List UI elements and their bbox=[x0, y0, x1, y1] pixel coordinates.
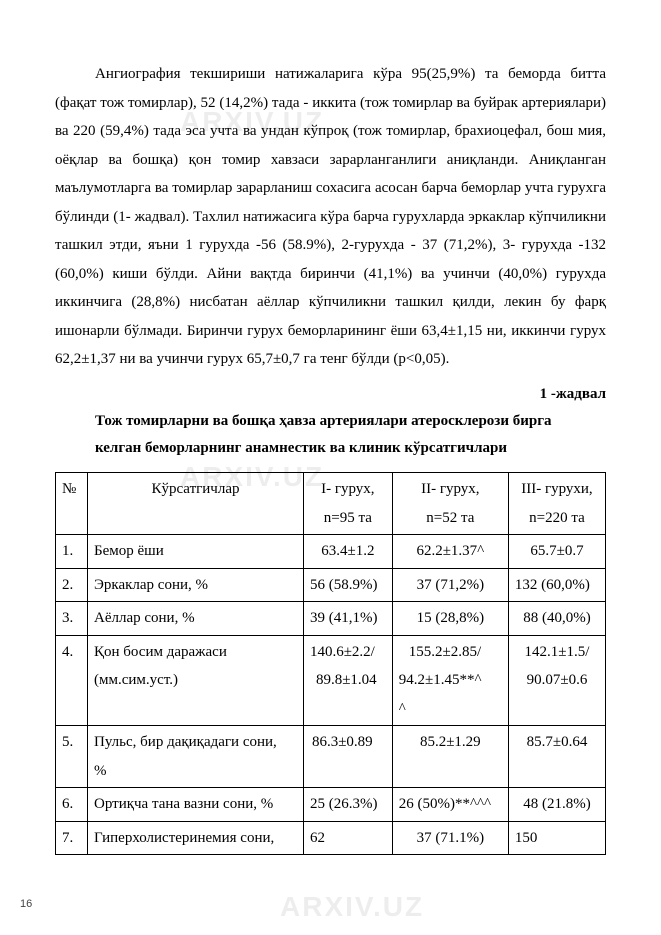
table-row: 2. Эркаклар сони, % 56 (58.9%) 37 (71,2%… bbox=[56, 568, 606, 602]
table-row: 4. Қон босим даражаси (мм.сим.уст.) 140.… bbox=[56, 635, 606, 726]
c3-l1: 142.1±1.5/ bbox=[525, 644, 590, 660]
g1-l1: I- гурух, bbox=[321, 481, 374, 497]
cell-g3: 142.1±1.5/ 90.07±0.6 bbox=[508, 635, 605, 726]
cell-g1: 86.3±0.89 bbox=[303, 726, 392, 788]
page-number: 16 bbox=[20, 894, 32, 915]
g1-l2: n=95 та bbox=[324, 510, 372, 526]
cell-g1: 140.6±2.2/ 89.8±1.04 bbox=[303, 635, 392, 726]
watermark: ARXIV.UZ bbox=[280, 880, 424, 933]
cell-g1: 63.4±1.2 bbox=[303, 535, 392, 569]
table-row: 3. Аёллар сони, % 39 (41,1%) 15 (28,8%) … bbox=[56, 602, 606, 636]
cell-g3: 132 (60,0%) bbox=[508, 568, 605, 602]
body-paragraph: Ангиография текшириши натижаларига кўра … bbox=[55, 60, 606, 374]
table-title-line1: Тож томирларни ва бошқа ҳавза артериялар… bbox=[95, 413, 552, 429]
ind-l2: % bbox=[94, 763, 107, 779]
cell-g1: 56 (58.9%) bbox=[303, 568, 392, 602]
ind-l2: (мм.сим.уст.) bbox=[94, 672, 178, 688]
c3-l2: 90.07±0.6 bbox=[527, 672, 588, 688]
table-header-row: № Кўрсатгичлар I- гурух, n=95 та II- гур… bbox=[56, 473, 606, 535]
table-row: 5. Пульс, бир дақиқадаги сони, % 86.3±0.… bbox=[56, 726, 606, 788]
c2-l3: ^ bbox=[399, 701, 406, 717]
g2-l1: II- гурух, bbox=[421, 481, 479, 497]
col-g3-header: III- гурухи, n=220 та bbox=[508, 473, 605, 535]
cell-g3: 65.7±0.7 bbox=[508, 535, 605, 569]
cell-g2: 15 (28,8%) bbox=[392, 602, 508, 636]
cell-num: 1. bbox=[56, 535, 88, 569]
cell-num: 4. bbox=[56, 635, 88, 726]
g2-l2: n=52 та bbox=[426, 510, 474, 526]
cell-g1: 39 (41,1%) bbox=[303, 602, 392, 636]
c2-l1: 155.2±2.85/ bbox=[399, 644, 481, 660]
cell-g3: 150 bbox=[508, 821, 605, 855]
ind-l1: Қон босим даражаси bbox=[94, 644, 227, 660]
table-row: 6. Ортиқча тана вазни сони, % 25 (26.3%)… bbox=[56, 788, 606, 822]
c1-l2: 89.8±1.04 bbox=[310, 672, 377, 688]
cell-num: 5. bbox=[56, 726, 88, 788]
cell-num: 6. bbox=[56, 788, 88, 822]
cell-indicator: Гиперхолистеринемия сони, bbox=[88, 821, 304, 855]
col-g2-header: II- гурух, n=52 та bbox=[392, 473, 508, 535]
cell-g2: 155.2±2.85/ 94.2±1.45**^ ^ bbox=[392, 635, 508, 726]
cell-g3: 48 (21.8%) bbox=[508, 788, 605, 822]
table-row: 1. Бемор ёши 63.4±1.2 62.2±1.37^ 65.7±0.… bbox=[56, 535, 606, 569]
col-num-header: № bbox=[56, 473, 88, 535]
cell-indicator: Ортиқча тана вазни сони, % bbox=[88, 788, 304, 822]
cell-g2: 37 (71.1%) bbox=[392, 821, 508, 855]
col-indicator-header: Кўрсатгичлар bbox=[88, 473, 304, 535]
data-table: № Кўрсатгичлар I- гурух, n=95 та II- гур… bbox=[55, 472, 606, 855]
table-number-label: 1 -жадвал bbox=[55, 380, 606, 409]
cell-num: 2. bbox=[56, 568, 88, 602]
cell-indicator: Пульс, бир дақиқадаги сони, % bbox=[88, 726, 304, 788]
cell-indicator: Бемор ёши bbox=[88, 535, 304, 569]
cell-g1: 62 bbox=[303, 821, 392, 855]
cell-indicator: Аёллар сони, % bbox=[88, 602, 304, 636]
g3-l2: n=220 та bbox=[529, 510, 585, 526]
cell-g3: 88 (40,0%) bbox=[508, 602, 605, 636]
cell-num: 7. bbox=[56, 821, 88, 855]
table-title: Тож томирларни ва бошқа ҳавза артериялар… bbox=[55, 408, 606, 462]
cell-num: 3. bbox=[56, 602, 88, 636]
ind-l1: Пульс, бир дақиқадаги сони, bbox=[94, 734, 277, 750]
table-title-line2: келган беморларнинг анамнестик ва клиник… bbox=[95, 440, 507, 456]
cell-indicator: Эркаклар сони, % bbox=[88, 568, 304, 602]
table-row: 7. Гиперхолистеринемия сони, 62 37 (71.1… bbox=[56, 821, 606, 855]
col-g1-header: I- гурух, n=95 та bbox=[303, 473, 392, 535]
cell-g3: 85.7±0.64 bbox=[508, 726, 605, 788]
cell-g2: 62.2±1.37^ bbox=[392, 535, 508, 569]
cell-g2: 85.2±1.29 bbox=[392, 726, 508, 788]
cell-g1: 25 (26.3%) bbox=[303, 788, 392, 822]
cell-indicator: Қон босим даражаси (мм.сим.уст.) bbox=[88, 635, 304, 726]
g3-l1: III- гурухи, bbox=[521, 481, 592, 497]
c2-l2: 94.2±1.45**^ bbox=[399, 672, 482, 688]
c1-l1: 140.6±2.2/ bbox=[310, 644, 375, 660]
cell-g2: 37 (71,2%) bbox=[392, 568, 508, 602]
cell-g2: 26 (50%)**^^^ bbox=[392, 788, 508, 822]
